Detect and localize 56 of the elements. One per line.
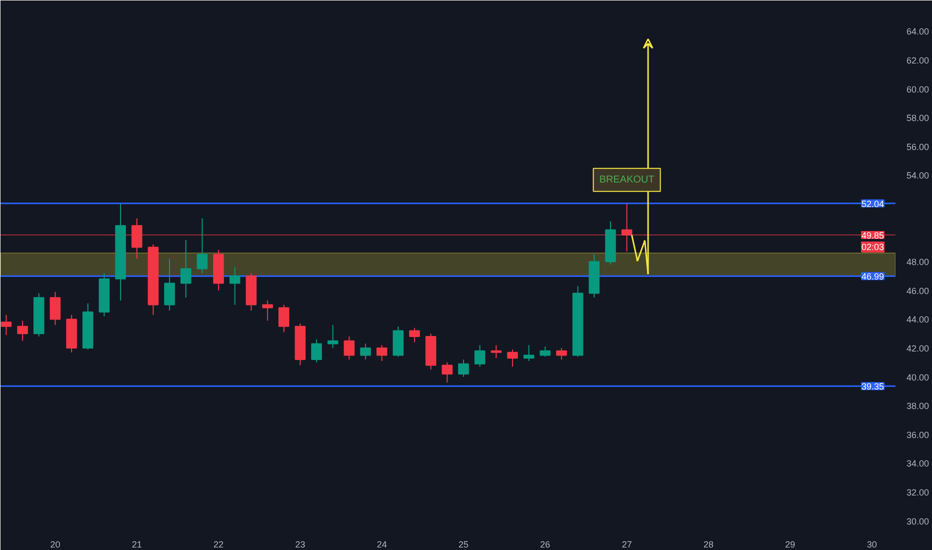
candlestick bbox=[164, 258, 175, 312]
y-tick-label: 38.00 bbox=[906, 401, 930, 412]
y-tick-label: 44.00 bbox=[906, 314, 930, 325]
y-tick-label: 40.00 bbox=[906, 372, 930, 382]
x-tick-label: 25 bbox=[458, 540, 469, 550]
ref-line-label: 39.35 bbox=[862, 382, 884, 392]
x-tick-label: 23 bbox=[295, 540, 306, 550]
x-tick-label: 27 bbox=[622, 540, 632, 550]
x-tick-label: 29 bbox=[785, 540, 796, 550]
candlestick bbox=[409, 327, 420, 343]
candlestick bbox=[376, 344, 388, 362]
x-tick-label: 30 bbox=[866, 540, 877, 550]
x-tick-label: 24 bbox=[376, 540, 387, 550]
candlestick bbox=[262, 300, 273, 322]
candlestick bbox=[360, 343, 371, 360]
candlestick bbox=[490, 344, 502, 359]
y-tick-label: 58.00 bbox=[906, 113, 930, 124]
ref-line-label: 46.99 bbox=[862, 272, 884, 282]
y-tick-label: 48.00 bbox=[906, 257, 930, 268]
y-tick-label: 62.00 bbox=[906, 55, 930, 66]
y-tick-label: 42.00 bbox=[906, 344, 930, 354]
x-tick-label: 22 bbox=[214, 540, 224, 550]
y-tick-label: 64.00 bbox=[906, 26, 930, 37]
y-tick-label: 46.00 bbox=[906, 286, 930, 296]
x-tick-label: 20 bbox=[50, 540, 60, 550]
candlestick bbox=[344, 336, 355, 360]
y-tick-label: 60.00 bbox=[906, 84, 930, 94]
ref-line-label: 49.85 bbox=[862, 230, 884, 240]
x-tick-label: 28 bbox=[703, 540, 714, 550]
y-tick-label: 36.00 bbox=[906, 430, 930, 440]
candlestick bbox=[311, 338, 322, 363]
candlestick bbox=[474, 344, 486, 368]
y-tick-label: 54.00 bbox=[906, 170, 930, 181]
x-tick-label: 26 bbox=[540, 540, 550, 550]
y-tick-label: 30.00 bbox=[906, 516, 930, 526]
annotation: BREAKOUT bbox=[599, 174, 654, 186]
y-tick-label: 34.00 bbox=[906, 458, 930, 469]
y-tick-label: 32.00 bbox=[906, 488, 930, 498]
candlestick bbox=[327, 324, 338, 349]
candlestick bbox=[556, 348, 567, 360]
candlestick bbox=[229, 266, 240, 306]
candlestick bbox=[523, 344, 534, 362]
candlestick bbox=[17, 320, 28, 342]
candlestick bbox=[458, 359, 469, 378]
x-tick-label: 21 bbox=[132, 540, 142, 550]
candlestick bbox=[442, 362, 453, 384]
y-tick-label: 56.00 bbox=[906, 142, 930, 152]
candlestick bbox=[180, 239, 192, 298]
annotation: 02:03 bbox=[862, 242, 884, 252]
candlestick bbox=[50, 291, 61, 326]
ref-line-label: 52.04 bbox=[862, 198, 884, 209]
candlestick bbox=[0, 314, 12, 336]
candlestick bbox=[196, 218, 208, 274]
candlestick bbox=[540, 346, 551, 358]
candlestick bbox=[507, 348, 518, 368]
candlestick bbox=[278, 304, 290, 333]
